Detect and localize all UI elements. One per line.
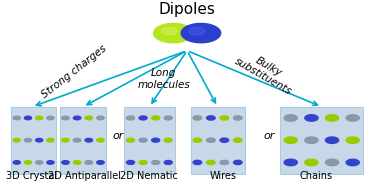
- Circle shape: [284, 159, 297, 166]
- Circle shape: [73, 116, 81, 120]
- Circle shape: [47, 139, 54, 142]
- Circle shape: [152, 138, 160, 142]
- Text: Dipoles: Dipoles: [159, 2, 216, 17]
- Circle shape: [62, 138, 69, 142]
- Circle shape: [85, 138, 92, 142]
- Circle shape: [233, 160, 242, 165]
- Circle shape: [152, 116, 160, 120]
- Circle shape: [139, 160, 147, 164]
- Circle shape: [206, 138, 215, 142]
- Circle shape: [346, 137, 359, 143]
- FancyBboxPatch shape: [124, 107, 174, 174]
- Circle shape: [220, 138, 229, 142]
- Circle shape: [13, 116, 20, 120]
- Circle shape: [62, 116, 69, 120]
- Circle shape: [193, 138, 202, 142]
- Circle shape: [97, 161, 104, 164]
- Circle shape: [127, 116, 135, 120]
- Circle shape: [305, 137, 318, 143]
- FancyBboxPatch shape: [60, 107, 106, 174]
- Circle shape: [13, 161, 20, 164]
- Text: 2D Antiparallel: 2D Antiparallel: [48, 171, 121, 180]
- Circle shape: [36, 161, 43, 164]
- Text: 2D Nematic: 2D Nematic: [120, 171, 178, 180]
- Circle shape: [284, 137, 297, 143]
- FancyBboxPatch shape: [191, 107, 244, 174]
- Circle shape: [47, 116, 54, 120]
- Circle shape: [206, 116, 215, 120]
- Circle shape: [85, 161, 92, 164]
- Circle shape: [325, 159, 339, 166]
- Circle shape: [97, 138, 104, 142]
- Text: Chains: Chains: [300, 171, 333, 180]
- Text: or: or: [263, 131, 275, 141]
- FancyBboxPatch shape: [280, 107, 363, 174]
- Circle shape: [139, 138, 147, 142]
- Circle shape: [346, 159, 359, 166]
- Circle shape: [36, 139, 43, 142]
- Circle shape: [47, 161, 54, 164]
- FancyBboxPatch shape: [11, 107, 56, 174]
- Circle shape: [24, 116, 32, 120]
- Circle shape: [164, 138, 172, 142]
- Circle shape: [85, 116, 92, 120]
- Circle shape: [13, 139, 20, 142]
- Circle shape: [193, 116, 202, 120]
- Circle shape: [162, 27, 177, 35]
- Circle shape: [73, 161, 81, 164]
- Circle shape: [325, 115, 339, 121]
- Circle shape: [153, 23, 193, 43]
- Circle shape: [220, 160, 229, 165]
- Circle shape: [24, 139, 32, 142]
- Circle shape: [24, 161, 32, 164]
- Circle shape: [233, 116, 242, 120]
- Circle shape: [164, 116, 172, 120]
- Circle shape: [127, 160, 135, 164]
- Circle shape: [181, 23, 221, 43]
- Circle shape: [220, 116, 229, 120]
- Circle shape: [305, 115, 318, 121]
- Circle shape: [193, 160, 202, 165]
- Circle shape: [97, 116, 104, 120]
- Text: Wires: Wires: [209, 171, 237, 180]
- Circle shape: [139, 116, 147, 120]
- Circle shape: [189, 27, 205, 35]
- Circle shape: [73, 138, 81, 142]
- Circle shape: [206, 160, 215, 165]
- Circle shape: [233, 138, 242, 142]
- Circle shape: [325, 137, 339, 143]
- Text: 3D Crystal: 3D Crystal: [6, 171, 57, 180]
- Text: Long
molecules: Long molecules: [137, 68, 190, 90]
- Circle shape: [127, 138, 135, 142]
- Circle shape: [36, 116, 43, 120]
- Circle shape: [62, 161, 69, 164]
- Text: Strong charges: Strong charges: [40, 43, 108, 100]
- Circle shape: [164, 160, 172, 164]
- Circle shape: [284, 115, 297, 121]
- Circle shape: [152, 160, 160, 164]
- Circle shape: [305, 159, 318, 166]
- Text: or: or: [113, 131, 124, 141]
- Circle shape: [346, 115, 359, 121]
- Text: Bulky
substituents: Bulky substituents: [233, 46, 299, 97]
